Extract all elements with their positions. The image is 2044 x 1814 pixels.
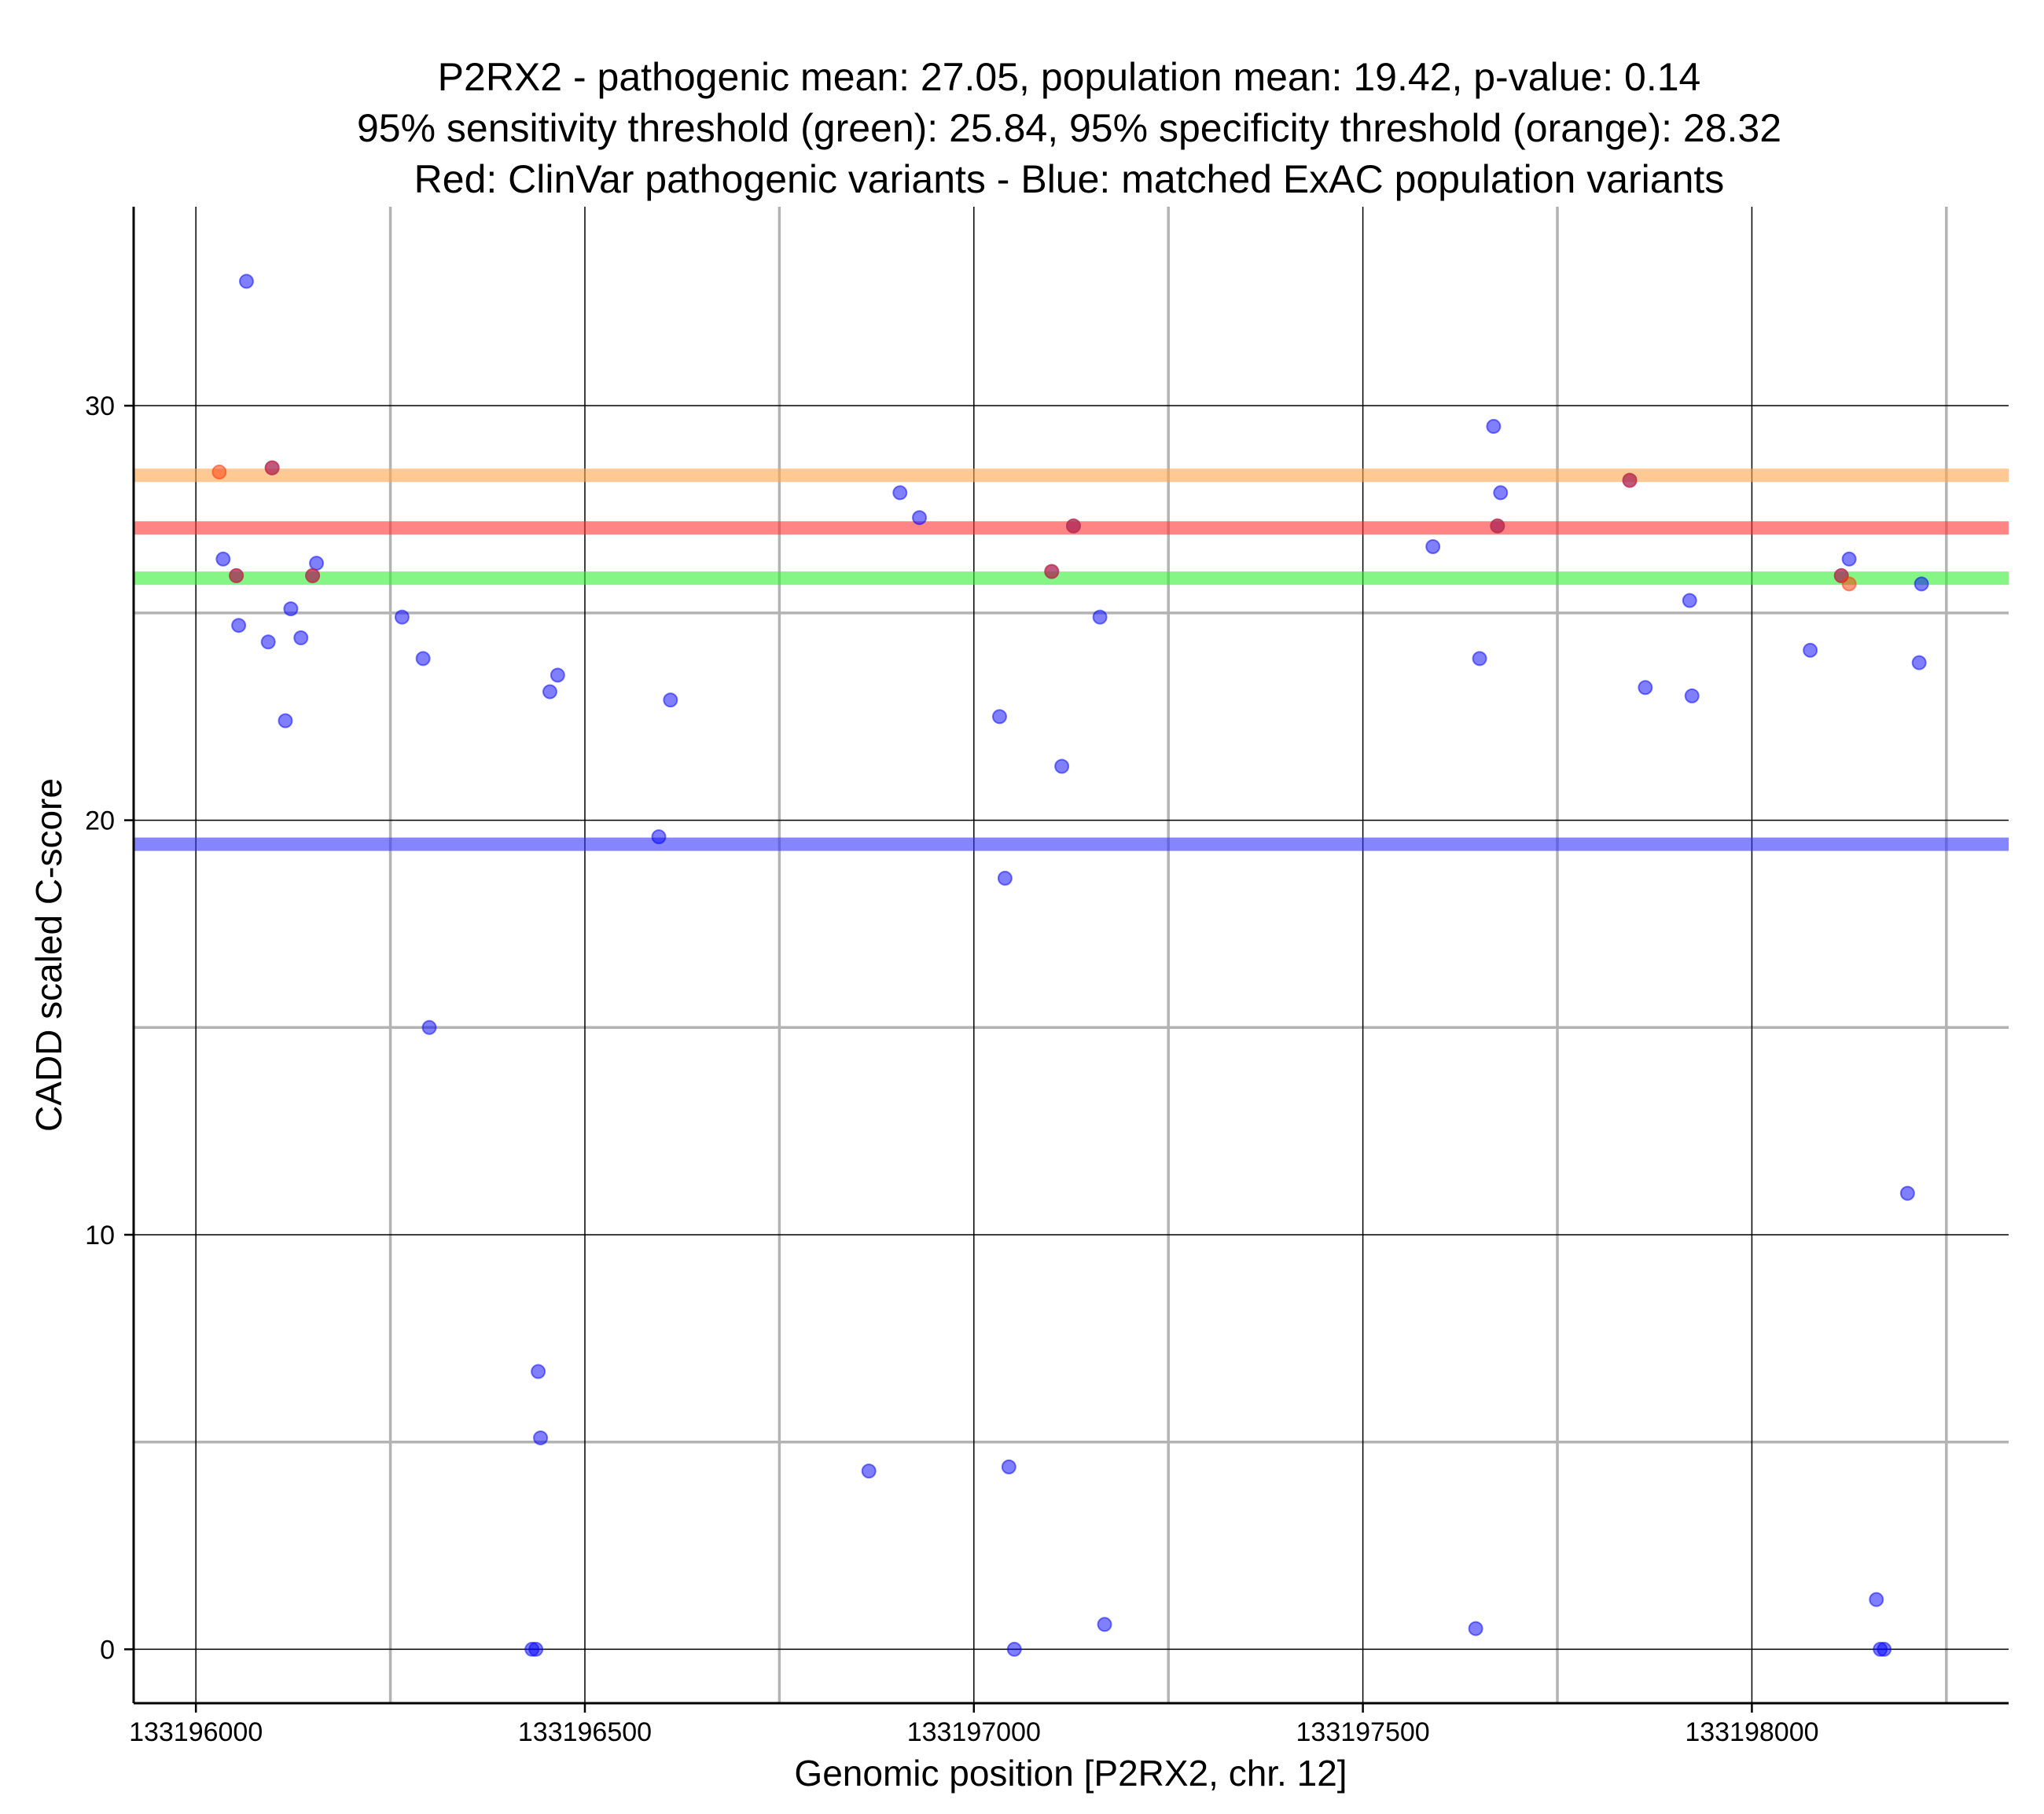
exac-population-variants-point — [260, 634, 276, 650]
exac-population-variants-point — [1472, 651, 1487, 666]
exac-population-variants-point — [1486, 419, 1502, 435]
exac-population-variants-point — [1092, 609, 1108, 625]
exac-population-variants-point — [1468, 1621, 1483, 1636]
x-tick-label: 133197500 — [1296, 1717, 1430, 1747]
exac-population-variants-point — [892, 485, 908, 501]
exac-population-variants-point — [542, 684, 557, 700]
exac-population-variants-point — [1006, 1641, 1022, 1657]
y-tick-label: 10 — [85, 1221, 115, 1250]
clinvar-pathogenic-variants-point — [1044, 564, 1060, 579]
y-tick-label: 0 — [100, 1635, 115, 1665]
exac-population-variants-point — [1869, 1592, 1884, 1607]
exac-population-variants-point — [231, 618, 247, 633]
x-tick-label: 133196000 — [129, 1717, 263, 1747]
exac-population-variants-point — [1877, 1641, 1892, 1657]
clinvar-pathogenic-variants-point — [305, 567, 321, 583]
exac-population-variants-point — [1493, 485, 1509, 501]
exac-population-variants-point — [283, 601, 299, 617]
exac-population-variants-point — [309, 556, 325, 571]
exac-population-variants-point — [293, 630, 309, 646]
clinvar-pathogenic-variants-point — [229, 567, 244, 583]
title-line-3: Red: ClinVar pathogenic variants - Blue:… — [414, 157, 1725, 201]
exac-population-variants-point — [1684, 688, 1700, 703]
x-tick-label: 133198000 — [1685, 1717, 1818, 1747]
clinvar-pathogenic-variants-point — [1065, 518, 1081, 534]
clinvar-pathogenic-variants-point — [1490, 518, 1505, 534]
exac-population-variants-point — [1841, 551, 1857, 567]
exac-population-variants-point — [415, 651, 431, 666]
clinvar-pathogenic-variants-point — [1622, 472, 1638, 488]
y-tick-label: 20 — [85, 806, 115, 836]
clinvar-pathogenic-variants-point — [1841, 576, 1857, 592]
y-tick-label: 30 — [85, 391, 115, 421]
exac-population-variants-point — [663, 692, 678, 708]
tick-labels: 133196000 133196500 133197000 133197500 1331… — [85, 391, 1818, 1747]
exac-population-variants-point — [861, 1463, 877, 1479]
reference-lines — [134, 468, 2009, 851]
x-axis-label: Genomic position [P2RX2, chr. 12] — [794, 1753, 1347, 1794]
exac-population-variants-point — [421, 1019, 437, 1035]
exac-population-variants-point — [1899, 1185, 1915, 1201]
exac-population-variants-point — [1913, 576, 1929, 592]
exac-population-variants-point — [1911, 655, 1927, 670]
exac-population-variants-point — [550, 667, 565, 683]
exac-population-variants-point — [1425, 538, 1441, 554]
exac-population-variants-point — [651, 829, 667, 845]
grid — [134, 207, 2009, 1703]
exac-population-variants-point — [1001, 1459, 1016, 1474]
data-points — [211, 274, 1929, 1657]
exac-population-variants-point — [1682, 593, 1697, 608]
exac-population-variants-point — [991, 709, 1007, 725]
chart-title: P2RX2 - pathogenic mean: 27.05, populati… — [357, 55, 1781, 201]
exac-population-variants-point — [1803, 642, 1818, 658]
clinvar-pathogenic-variants-point — [211, 465, 227, 480]
title-line-1: P2RX2 - pathogenic mean: 27.05, populati… — [438, 55, 1701, 99]
title-line-2: 95% sensitivity threshold (green): 25.84… — [357, 106, 1781, 150]
exac-population-variants-point — [1638, 680, 1653, 696]
exac-population-variants-point — [238, 274, 254, 289]
exac-population-variants-point — [394, 609, 410, 625]
y-axis-label: CADD scaled C-score — [28, 778, 69, 1132]
exac-population-variants-point — [528, 1641, 544, 1657]
exac-population-variants-point — [531, 1364, 546, 1379]
exac-population-variants-point — [1097, 1617, 1112, 1632]
exac-population-variants-point — [278, 713, 293, 729]
exac-population-variants-point — [912, 510, 928, 526]
exac-population-variants-point — [1054, 758, 1070, 774]
x-tick-label: 133197000 — [907, 1717, 1041, 1747]
exac-population-variants-point — [533, 1430, 549, 1445]
exac-population-variants-point — [215, 551, 231, 567]
clinvar-pathogenic-variants-point — [264, 460, 280, 476]
exac-population-variants-point — [997, 870, 1013, 886]
x-tick-label: 133196500 — [518, 1717, 652, 1747]
axes — [132, 207, 2009, 1705]
